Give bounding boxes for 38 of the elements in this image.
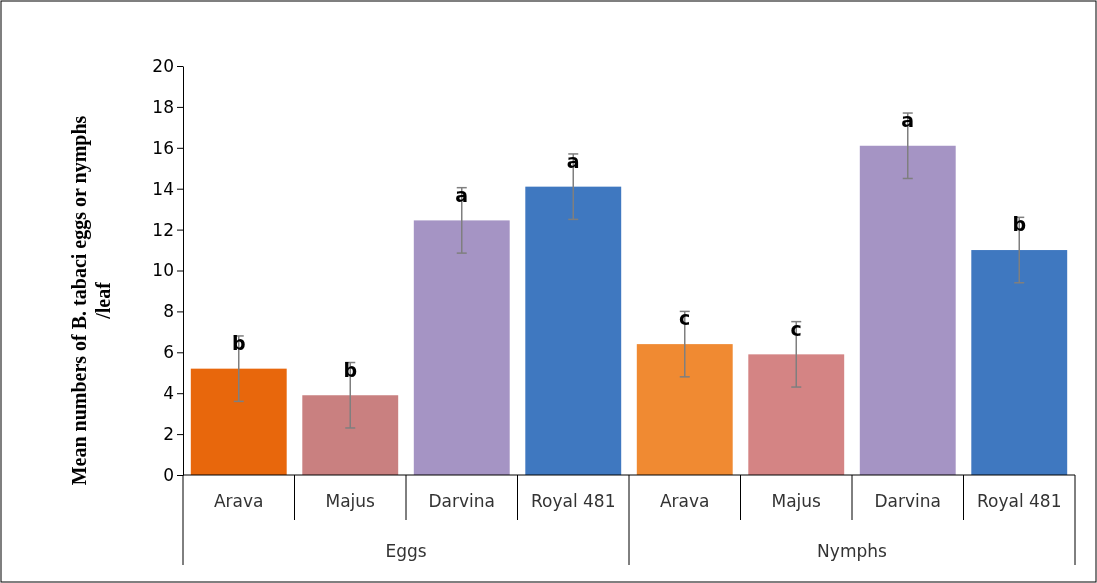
- bar: [525, 186, 622, 475]
- y-axis-title: Mean numbers of B. tabaci eggs or nymphs /leaf: [68, 115, 114, 486]
- y-tick-label: 8: [163, 301, 174, 322]
- y-tick-label: 14: [152, 178, 174, 199]
- data-label: a: [566, 149, 580, 172]
- x-tick-label: Royal 481: [976, 491, 1062, 511]
- bar: [971, 250, 1068, 475]
- x-tick-label: Majus: [771, 491, 822, 511]
- data-label: c: [790, 317, 802, 340]
- y-tick-label: 0: [163, 464, 174, 485]
- bar: [748, 354, 845, 475]
- x-tick-label: Majus: [325, 491, 376, 511]
- x-tick-label: Royal 481: [530, 491, 616, 511]
- bar: [859, 145, 956, 475]
- x-tick-label: Arava: [659, 491, 710, 511]
- data-label: c: [679, 307, 691, 330]
- y-tick-label: 6: [163, 342, 174, 363]
- data-label: b: [231, 331, 246, 354]
- data-label: a: [455, 183, 469, 206]
- bar: [302, 395, 399, 475]
- x-tick-label: Darvina: [874, 491, 941, 511]
- y-tick-label: 16: [152, 137, 174, 158]
- y-tick-label: 20: [152, 55, 174, 76]
- y-tick-label: 12: [152, 219, 174, 240]
- x-tick-label: Arava: [213, 491, 264, 511]
- data-label: a: [901, 109, 915, 132]
- text: Nymphs: [817, 541, 888, 561]
- y-tick-label: 2: [163, 424, 174, 445]
- y-tick-label: 10: [152, 260, 174, 281]
- bar: [413, 220, 510, 475]
- bar: [636, 344, 733, 475]
- y-tick-label: 18: [152, 96, 174, 117]
- text: Eggs: [385, 541, 427, 561]
- x-tick-label: Darvina: [428, 491, 495, 511]
- data-label: b: [1012, 213, 1027, 236]
- bar: [190, 368, 287, 475]
- y-tick-label: 4: [163, 383, 174, 404]
- data-label: b: [343, 358, 358, 381]
